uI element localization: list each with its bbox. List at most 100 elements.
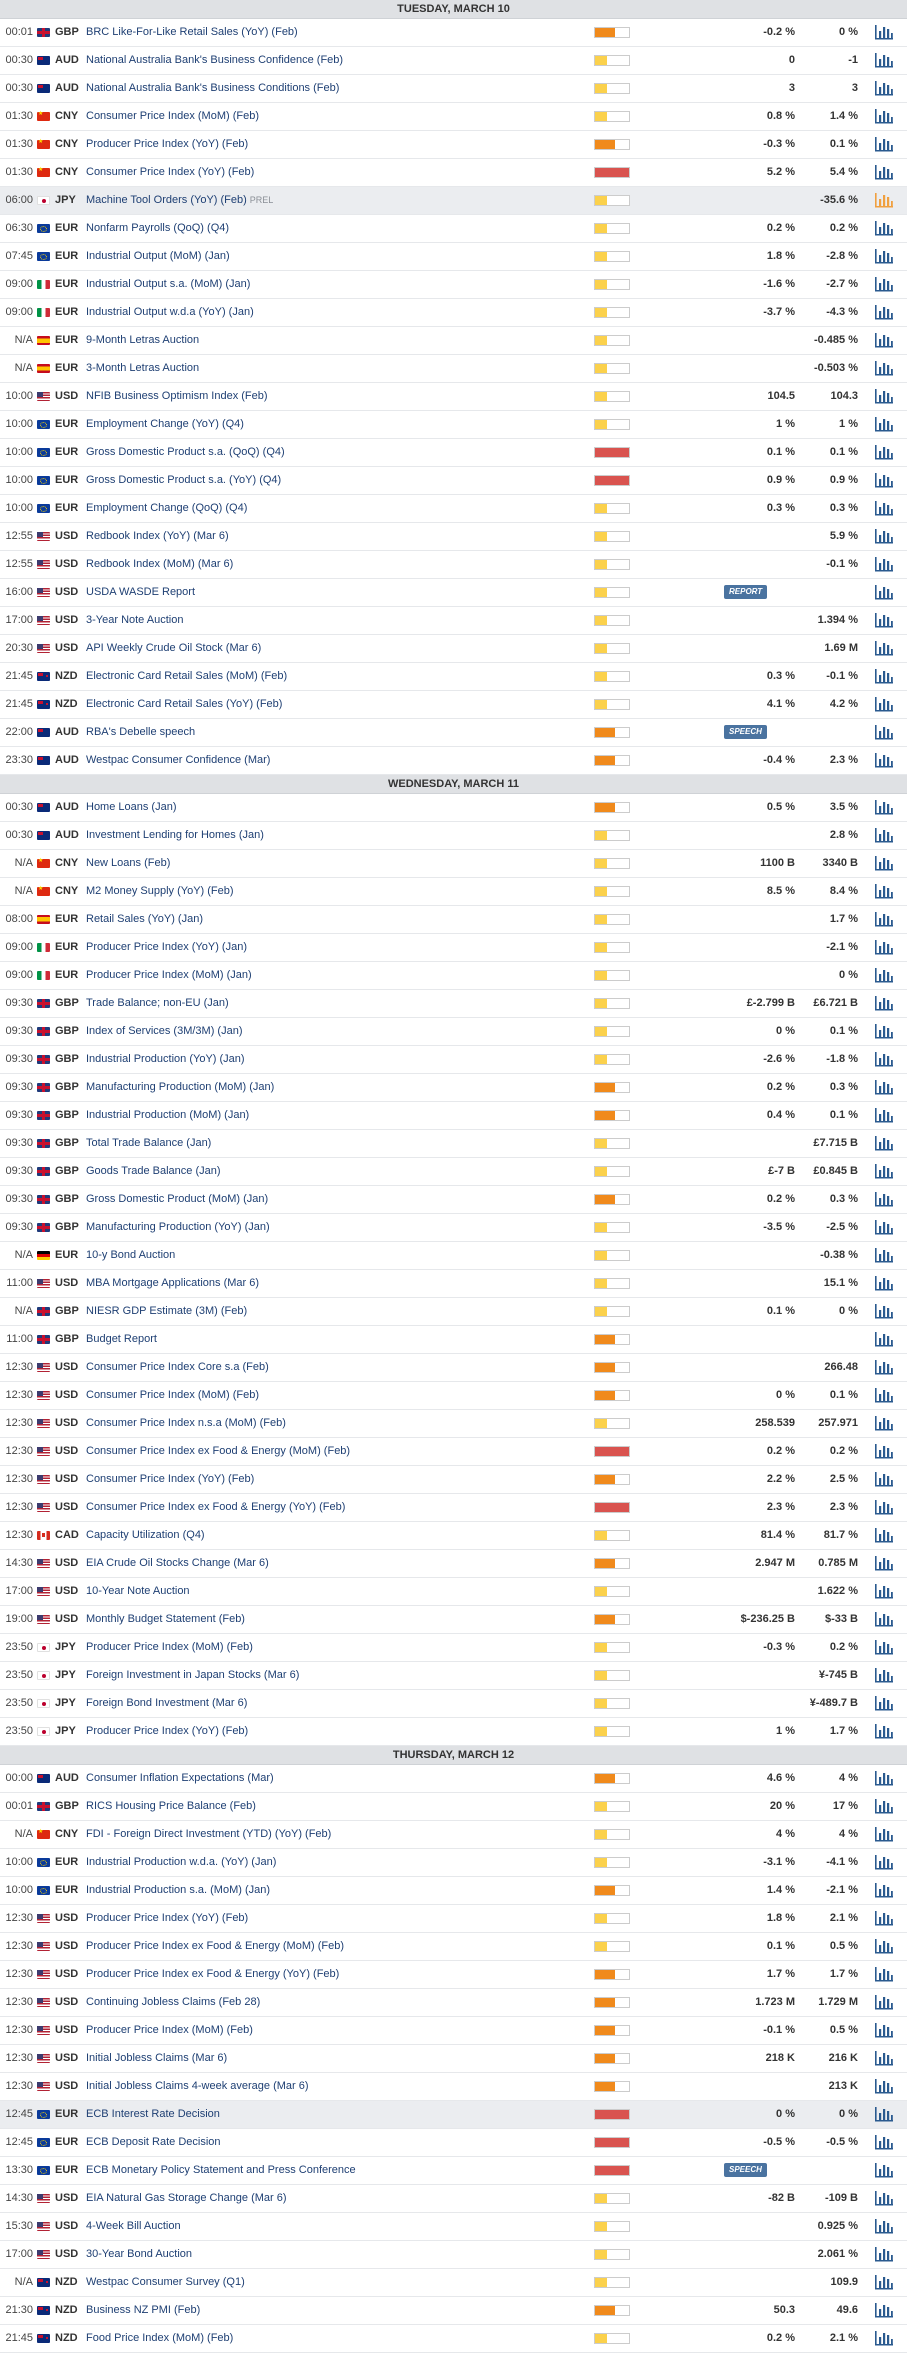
event-row[interactable]: 21:30 NZD Business NZ PMI (Feb) 50.3 49.6 bbox=[0, 2297, 907, 2325]
event-name[interactable]: Industrial Production (MoM) (Jan) bbox=[86, 1102, 249, 1129]
event-row[interactable]: 17:00 USD 3-Year Note Auction 1.394 % bbox=[0, 607, 907, 635]
bar-chart-icon[interactable] bbox=[874, 1442, 894, 1460]
event-name[interactable]: Industrial Production (YoY) (Jan) bbox=[86, 1046, 245, 1073]
event-title[interactable]: Industrial Output w.d.a (YoY) (Jan) bbox=[86, 306, 254, 318]
event-row[interactable]: 12:30 USD Producer Price Index ex Food & E… bbox=[0, 1961, 907, 1989]
event-title[interactable]: Industrial Production w.d.a. (YoY) (Jan) bbox=[86, 1856, 277, 1868]
bar-chart-icon[interactable] bbox=[874, 1965, 894, 1983]
event-title[interactable]: 9-Month Letras Auction bbox=[86, 334, 200, 346]
event-name[interactable]: Food Price Index (MoM) (Feb) bbox=[86, 2325, 233, 2352]
bar-chart-icon[interactable] bbox=[874, 471, 894, 489]
event-row[interactable]: 12:30 USD Consumer Price Index ex Food & E… bbox=[0, 1494, 907, 1522]
event-title[interactable]: Producer Price Index (YoY) (Feb) bbox=[86, 1725, 249, 1737]
bar-chart-icon[interactable] bbox=[874, 1937, 894, 1955]
event-row[interactable]: 11:00 USD MBA Mortgage Applications (Mar 6… bbox=[0, 1270, 907, 1298]
event-title[interactable]: Electronic Card Retail Sales (MoM) (Feb) bbox=[86, 670, 288, 682]
event-name[interactable]: National Australia Bank's Business Condi… bbox=[86, 75, 339, 102]
event-title[interactable]: USDA WASDE Report bbox=[86, 586, 196, 598]
event-title[interactable]: Industrial Production (MoM) (Jan) bbox=[86, 1109, 250, 1121]
bar-chart-icon[interactable] bbox=[874, 882, 894, 900]
event-row[interactable]: 12:45 EUR ECB Interest Rate Decision 0 % 0 % bbox=[0, 2101, 907, 2129]
event-title[interactable]: M2 Money Supply (YoY) (Feb) bbox=[86, 885, 234, 897]
bar-chart-icon[interactable] bbox=[874, 2133, 894, 2151]
event-name[interactable]: USDA WASDE Report bbox=[86, 579, 195, 606]
event-title[interactable]: Consumer Price Index n.s.a (MoM) (Feb) bbox=[86, 1417, 286, 1429]
bar-chart-icon[interactable] bbox=[874, 611, 894, 629]
event-name[interactable]: Consumer Price Index ex Food & Energy (M… bbox=[86, 1438, 350, 1465]
event-name[interactable]: 9-Month Letras Auction bbox=[86, 327, 199, 354]
event-name[interactable]: Industrial Output s.a. (MoM) (Jan) bbox=[86, 271, 250, 298]
event-name[interactable]: Business NZ PMI (Feb) bbox=[86, 2297, 200, 2324]
event-row[interactable]: 00:30 AUD Home Loans (Jan) 0.5 % 3.5 % bbox=[0, 794, 907, 822]
event-row[interactable]: 06:30 EUR Nonfarm Payrolls (QoQ) (Q4) 0.2 %… bbox=[0, 215, 907, 243]
bar-chart-icon[interactable] bbox=[874, 583, 894, 601]
event-title[interactable]: 10-Year Note Auction bbox=[86, 1585, 190, 1597]
event-title[interactable]: Electronic Card Retail Sales (YoY) (Feb) bbox=[86, 698, 283, 710]
bar-chart-icon[interactable] bbox=[874, 1022, 894, 1040]
event-title[interactable]: Consumer Price Index (YoY) (Feb) bbox=[86, 166, 255, 178]
event-name[interactable]: Index of Services (3M/3M) (Jan) bbox=[86, 1018, 243, 1045]
bar-chart-icon[interactable] bbox=[874, 1498, 894, 1516]
bar-chart-icon[interactable] bbox=[874, 2077, 894, 2095]
event-title[interactable]: Manufacturing Production (YoY) (Jan) bbox=[86, 1221, 270, 1233]
event-name[interactable]: Manufacturing Production (YoY) (Jan) bbox=[86, 1214, 270, 1241]
event-title[interactable]: Employment Change (QoQ) (Q4) bbox=[86, 502, 248, 514]
bar-chart-icon[interactable] bbox=[874, 527, 894, 545]
event-name[interactable]: Capacity Utilization (Q4) bbox=[86, 1522, 205, 1549]
event-name[interactable]: Redbook Index (MoM) (Mar 6) bbox=[86, 551, 233, 578]
event-row[interactable]: N/A CNY M2 Money Supply (YoY) (Feb) 8.5 % 8.… bbox=[0, 878, 907, 906]
bar-chart-icon[interactable] bbox=[874, 966, 894, 984]
event-title[interactable]: ECB Deposit Rate Decision bbox=[86, 2136, 221, 2148]
event-name[interactable]: Producer Price Index ex Food & Energy (M… bbox=[86, 1933, 344, 1960]
event-row[interactable]: 10:00 EUR Industrial Production s.a. (MoM)… bbox=[0, 1877, 907, 1905]
bar-chart-icon[interactable] bbox=[874, 1106, 894, 1124]
event-title[interactable]: Gross Domestic Product (MoM) (Jan) bbox=[86, 1193, 269, 1205]
event-row[interactable]: 00:00 AUD Consumer Inflation Expectations … bbox=[0, 1765, 907, 1793]
event-row[interactable]: 14:30 USD EIA Crude Oil Stocks Change (Mar… bbox=[0, 1550, 907, 1578]
event-row[interactable]: 22:00 AUD RBA's Debelle speech SPEECH bbox=[0, 719, 907, 747]
event-name[interactable]: Goods Trade Balance (Jan) bbox=[86, 1158, 221, 1185]
event-row[interactable]: 15:30 USD 4-Week Bill Auction 0.925 % bbox=[0, 2213, 907, 2241]
event-title[interactable]: MBA Mortgage Applications (Mar 6) bbox=[86, 1277, 260, 1289]
event-row[interactable]: 10:00 EUR Employment Change (QoQ) (Q4) 0.3 … bbox=[0, 495, 907, 523]
bar-chart-icon[interactable] bbox=[874, 2105, 894, 2123]
bar-chart-icon[interactable] bbox=[874, 1582, 894, 1600]
event-name[interactable]: 3-Year Note Auction bbox=[86, 607, 183, 634]
event-row[interactable]: 00:30 AUD National Australia Bank's Busine… bbox=[0, 75, 907, 103]
bar-chart-icon[interactable] bbox=[874, 2329, 894, 2347]
event-title[interactable]: Business NZ PMI (Feb) bbox=[86, 2304, 201, 2316]
event-title[interactable]: Capacity Utilization (Q4) bbox=[86, 1529, 205, 1541]
event-name[interactable]: ECB Monetary Policy Statement and Press … bbox=[86, 2157, 356, 2184]
bar-chart-icon[interactable] bbox=[874, 1050, 894, 1068]
event-badge[interactable]: SPEECH bbox=[724, 2163, 767, 2177]
event-row[interactable]: 11:00 GBP Budget Report bbox=[0, 1326, 907, 1354]
event-row[interactable]: 01:30 CNY Producer Price Index (YoY) (Feb)… bbox=[0, 131, 907, 159]
event-row[interactable]: 12:30 USD Consumer Price Index ex Food & E… bbox=[0, 1438, 907, 1466]
event-name[interactable]: Westpac Consumer Survey (Q1) bbox=[86, 2269, 245, 2296]
event-title[interactable]: Consumer Price Index Core s.a (Feb) bbox=[86, 1361, 269, 1373]
bar-chart-icon[interactable] bbox=[874, 723, 894, 741]
event-title[interactable]: Industrial Production s.a. (MoM) (Jan) bbox=[86, 1884, 271, 1896]
event-name[interactable]: Consumer Price Index (YoY) (Feb) bbox=[86, 159, 254, 186]
event-row[interactable]: 12:30 USD Consumer Price Index Core s.a (F… bbox=[0, 1354, 907, 1382]
event-name[interactable]: Producer Price Index (YoY) (Feb) bbox=[86, 1718, 248, 1745]
event-title[interactable]: Initial Jobless Claims 4-week average (M… bbox=[86, 2080, 309, 2092]
event-name[interactable]: ECB Deposit Rate Decision bbox=[86, 2129, 221, 2156]
bar-chart-icon[interactable] bbox=[874, 1246, 894, 1264]
event-name[interactable]: Consumer Inflation Expectations (Mar) bbox=[86, 1765, 274, 1792]
event-row[interactable]: 09:30 GBP Total Trade Balance (Jan) £7.715 … bbox=[0, 1130, 907, 1158]
event-row[interactable]: 21:45 NZD Electronic Card Retail Sales (Yo… bbox=[0, 691, 907, 719]
event-title[interactable]: Monthly Budget Statement (Feb) bbox=[86, 1613, 245, 1625]
event-row[interactable]: 12:30 USD Initial Jobless Claims (Mar 6) 21… bbox=[0, 2045, 907, 2073]
event-name[interactable]: Westpac Consumer Confidence (Mar) bbox=[86, 747, 270, 774]
event-name[interactable]: Continuing Jobless Claims (Feb 28) bbox=[86, 1989, 260, 2016]
event-title[interactable]: BRC Like-For-Like Retail Sales (YoY) (Fe… bbox=[86, 26, 298, 38]
event-name[interactable]: FDI - Foreign Direct Investment (YTD) (Y… bbox=[86, 1821, 331, 1848]
event-name[interactable]: Consumer Price Index (MoM) (Feb) bbox=[86, 1382, 259, 1409]
bar-chart-icon[interactable] bbox=[874, 51, 894, 69]
event-title[interactable]: Budget Report bbox=[86, 1333, 157, 1345]
event-row[interactable]: 12:30 CAD Capacity Utilization (Q4) 81.4 % 8… bbox=[0, 1522, 907, 1550]
event-name[interactable]: Employment Change (YoY) (Q4) bbox=[86, 411, 244, 438]
event-name[interactable]: National Australia Bank's Business Confi… bbox=[86, 47, 343, 74]
event-row[interactable]: 09:00 EUR Industrial Output s.a. (MoM) (Ja… bbox=[0, 271, 907, 299]
